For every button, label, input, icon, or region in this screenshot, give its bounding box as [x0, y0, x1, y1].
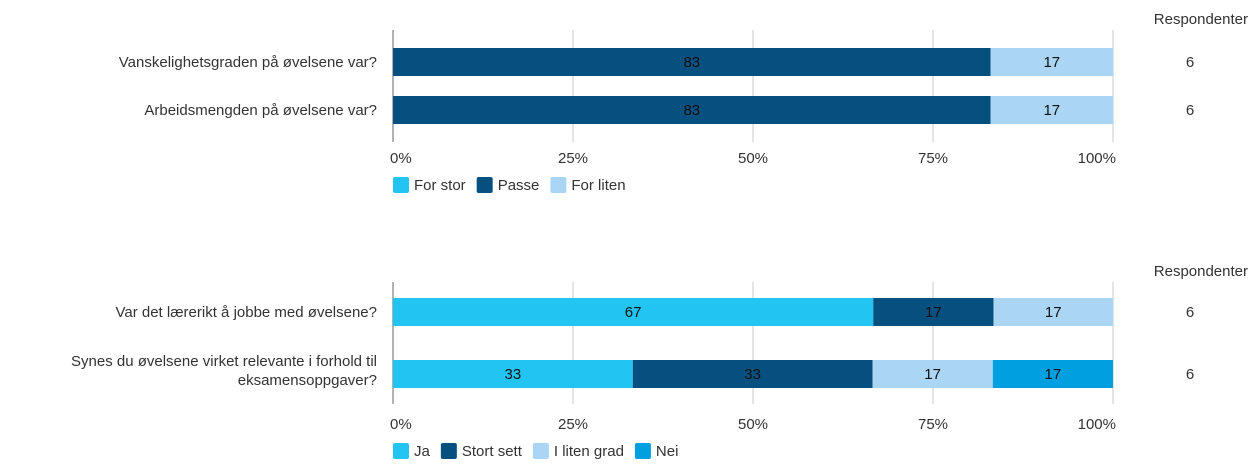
chart-2: Respondenter Var det lærerikt å jobbe med… — [71, 263, 1248, 460]
respondents-header: Respondenter — [1154, 263, 1248, 280]
legend-label: I liten grad — [554, 443, 624, 460]
data-label: 17 — [924, 366, 941, 383]
legend-swatch — [393, 443, 409, 459]
legend-swatch — [634, 443, 651, 459]
x-tick-label: 0% — [390, 416, 412, 433]
data-label: 33 — [505, 366, 522, 383]
data-label: 67 — [625, 304, 642, 321]
x-tick-label: 75% — [918, 416, 948, 433]
legend-swatch — [476, 177, 493, 193]
bar-segment-passe — [393, 96, 991, 124]
bar-segment-i-liten-grad — [872, 360, 993, 388]
data-label: 17 — [1043, 102, 1060, 119]
category-label-line: eksamensoppgaver? — [238, 372, 377, 389]
legend-label: Stort sett — [462, 443, 523, 460]
legend-swatch — [532, 443, 549, 459]
data-label: 83 — [683, 54, 700, 71]
data-label: 17 — [1043, 54, 1060, 71]
data-label: 33 — [744, 366, 761, 383]
data-label: 17 — [925, 304, 942, 321]
category-label: Var det lærerikt å jobbe med øvelsene? — [115, 304, 377, 321]
bar-segment-i-liten-grad — [993, 298, 1113, 326]
legend-label: Passe — [498, 177, 540, 194]
legend-swatch — [393, 177, 409, 193]
category-label-line: Synes du øvelsene virket relevante i for… — [71, 353, 377, 370]
bar-segment-for-liten — [990, 48, 1113, 76]
x-tick-label: 75% — [918, 150, 948, 167]
legend-swatch — [550, 177, 567, 193]
bar-segment-stort-sett — [632, 360, 873, 388]
legend-swatch — [440, 443, 457, 459]
legend-label: For liten — [571, 177, 625, 194]
bar-segment-for-liten — [990, 96, 1113, 124]
x-tick-label: 0% — [390, 150, 412, 167]
x-tick-label: 25% — [558, 416, 588, 433]
x-tick-label: 25% — [558, 150, 588, 167]
x-tick-label: 100% — [1078, 416, 1116, 433]
x-tick-label: 100% — [1078, 150, 1116, 167]
respondents-header: Respondenter — [1154, 11, 1248, 28]
bar-segment-nei — [992, 360, 1113, 388]
chart-1: Respondenter Vanskelighetsgraden på øvels… — [119, 11, 1248, 194]
legend-label: Nei — [656, 443, 679, 460]
bar-segment-ja — [393, 298, 874, 326]
bar-segment-ja — [393, 360, 633, 388]
respondents-count: 6 — [1186, 304, 1194, 321]
data-label: 17 — [1045, 366, 1062, 383]
x-tick-label: 50% — [738, 150, 768, 167]
data-label: 83 — [683, 102, 700, 119]
respondents-count: 6 — [1186, 102, 1194, 119]
x-tick-label: 50% — [738, 416, 768, 433]
category-label: Vanskelighetsgraden på øvelsene var? — [119, 54, 377, 71]
bar-segment-passe — [393, 48, 991, 76]
data-label: 17 — [1045, 304, 1062, 321]
respondents-count: 6 — [1186, 54, 1194, 71]
legend-label: For stor — [414, 177, 466, 194]
bar-segment-stort-sett — [873, 298, 994, 326]
respondents-count: 6 — [1186, 366, 1194, 383]
legend-label: Ja — [414, 443, 431, 460]
category-label: Arbeidsmengden på øvelsene var? — [144, 102, 377, 119]
